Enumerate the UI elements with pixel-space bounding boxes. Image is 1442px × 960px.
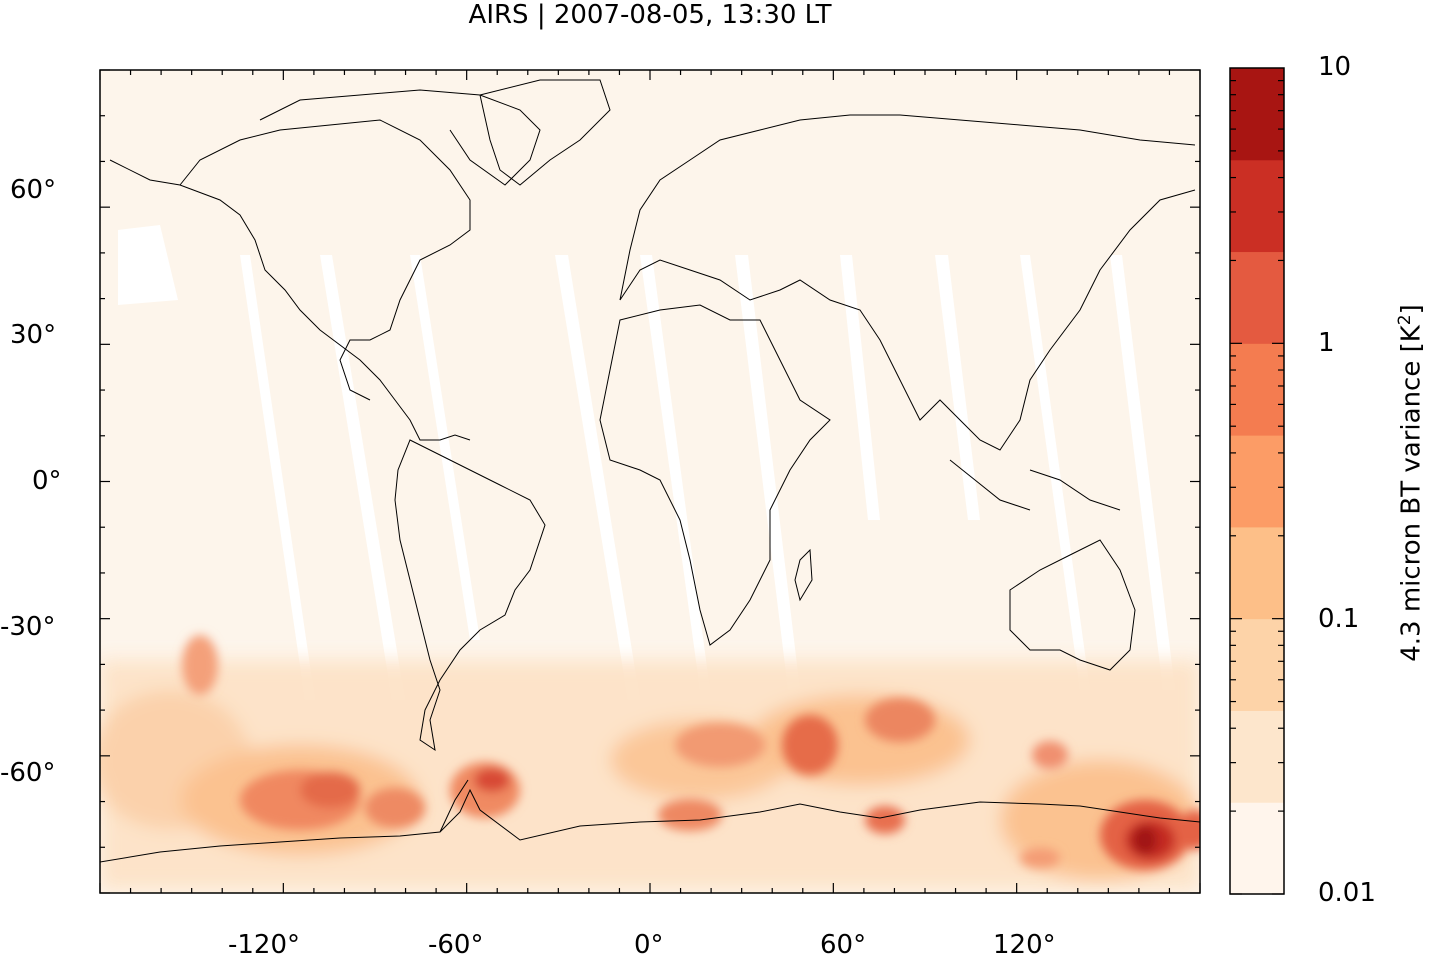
map-title: AIRS | 2007-08-05, 13:30 LT xyxy=(468,0,832,30)
colorbar-title-prefix: 4.3 micron BT variance [K xyxy=(1396,325,1427,662)
colorbar-segment xyxy=(1230,710,1284,803)
colorbar-title: 4.3 micron BT variance [K2] xyxy=(1387,253,1427,713)
lon-label-0: 0° xyxy=(634,930,664,960)
variance-field xyxy=(100,635,1200,890)
lon-label-minus120: -120° xyxy=(228,930,301,960)
colorbar-title-suffix: ] xyxy=(1396,304,1427,315)
coastlines xyxy=(100,79,1200,863)
colorbar-label-0.01: 0.01 xyxy=(1318,878,1376,908)
colorbar-segment xyxy=(1230,159,1284,253)
lat-label-minus60: -60° xyxy=(0,758,56,788)
lon-label-120: 120° xyxy=(993,930,1056,960)
colorbar xyxy=(1230,68,1284,895)
colorbar-segment xyxy=(1230,68,1284,161)
colorbar-segment xyxy=(1230,251,1284,344)
map-ticks xyxy=(99,69,1201,894)
lat-label-0: 0° xyxy=(32,466,62,496)
colorbar-ticks xyxy=(1230,79,1284,895)
lat-label-30: 30° xyxy=(10,320,57,350)
lat-label-minus30: -30° xyxy=(0,612,56,642)
colorbar-frame xyxy=(1229,67,1285,895)
colorbar-label-0.1: 0.1 xyxy=(1318,604,1360,634)
colorbar-segment xyxy=(1230,618,1284,711)
colorbar-label-10: 10 xyxy=(1318,52,1352,82)
lat-label-60: 60° xyxy=(10,175,57,205)
colorbar-segment xyxy=(1230,526,1284,620)
colorbar-segment xyxy=(1230,343,1284,436)
colorbar-label-1: 1 xyxy=(1318,328,1335,358)
colorbar-segment xyxy=(1230,435,1284,528)
data-gap-stripes xyxy=(118,225,1175,700)
lon-label-minus60: -60° xyxy=(428,930,484,960)
colorbar-segment xyxy=(1230,802,1284,895)
colorbar-title-sup: 2 xyxy=(1395,314,1415,326)
lon-label-60: 60° xyxy=(820,930,867,960)
